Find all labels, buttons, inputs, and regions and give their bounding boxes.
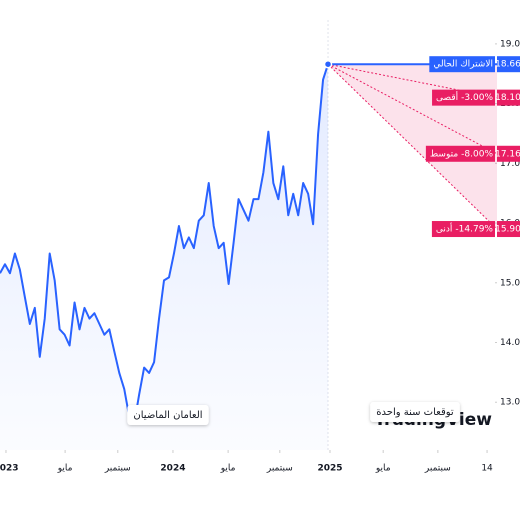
forecast-change: -14.79% [455,225,493,235]
label-badge [425,145,495,162]
label-badge [429,56,495,73]
x-tick-label: 14 [481,464,493,474]
forecast-value: 17.16 [495,149,520,159]
value-badge [497,56,520,73]
forecast-value: 15.90 [495,225,520,235]
forecast-change: -3.00% [461,93,493,103]
value-badge [497,145,520,162]
forecast-name: أدنى [436,223,453,235]
y-tick-label: 19.00 [500,39,520,49]
x-tick-label: مايو [220,464,236,474]
x-tick-label: 2025 [317,464,342,474]
current-value: 18.66 [495,60,520,70]
plot: 13.0014.0015.0016.0017.0018.0019.002023م… [0,20,520,474]
area [0,64,329,450]
x-tick-label: سبتمبر [266,464,293,474]
label-badge [431,221,495,238]
y-tick-label: 14.00 [500,338,520,348]
y-tick-label: 13.00 [500,398,520,408]
x-tick-label: 2023 [0,464,18,474]
forecast-line [327,63,498,230]
price-line [0,63,329,425]
x-tick-label: سبتمبر [104,464,131,474]
x-tick-label: مايو [57,464,73,474]
annotation-box [370,402,460,422]
x-tick-label: 2024 [160,464,185,474]
forecast-line [327,63,498,99]
annotation-box [127,405,209,425]
x-tick-label: سبتمبر [424,464,451,474]
annotation: العامان الماضيان [133,410,202,421]
forecast-name: أقصى [436,91,458,103]
label-badge [432,89,495,106]
y-tick-label: 15.00 [500,278,520,288]
value-badge [497,89,520,106]
forecast-value: 18.10 [495,93,520,103]
y-tick-label: 17.00 [500,159,520,169]
annotation: توقعات سنة واحدة [376,407,454,418]
x-tick-label: مايو [375,464,391,474]
value-badge [497,221,520,238]
last-point [323,59,333,69]
forecast-change: -8.00% [461,149,493,159]
current-label: الاشتراك الحالي [433,60,493,70]
forecast-name: متوسط [430,149,458,159]
